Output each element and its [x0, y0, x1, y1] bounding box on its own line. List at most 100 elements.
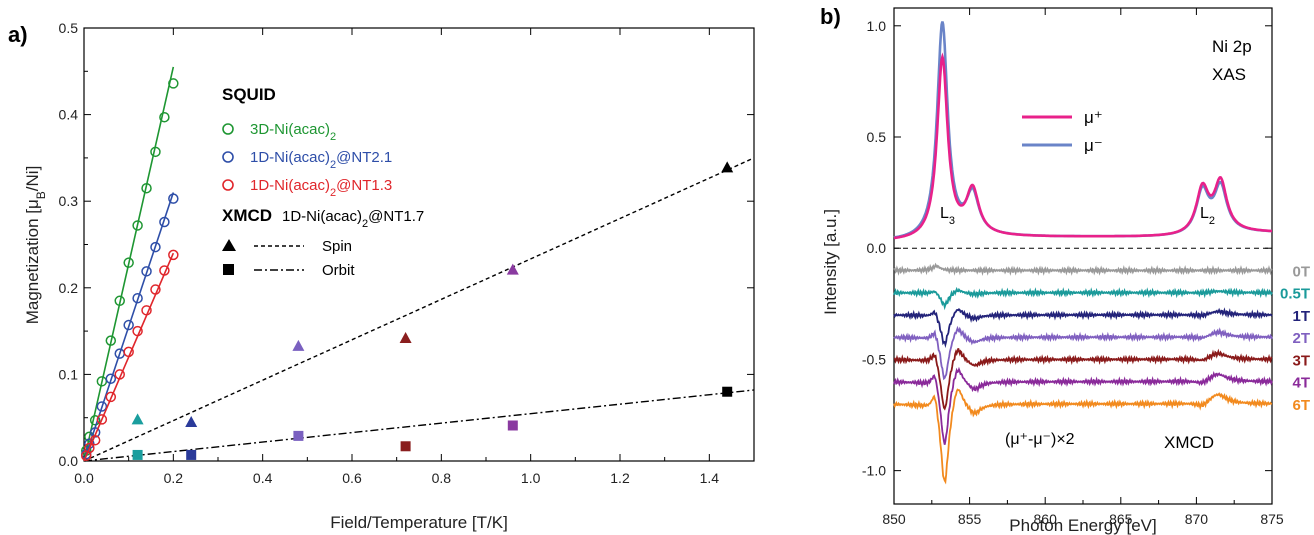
xmcd-orbit-point: [132, 449, 143, 460]
panel-b-ylabel: Intensity [a.u.]: [821, 209, 840, 315]
legend-nt13-marker: [222, 179, 234, 191]
field-label: 6T: [1292, 397, 1310, 414]
panel-b-xtick-label: 850: [882, 511, 906, 527]
squid-point: [168, 249, 179, 261]
annot-xas: XAS: [1212, 65, 1246, 84]
spin-fit-line: [83, 157, 755, 462]
legend-nt21-marker: [222, 151, 234, 163]
panel-b-ytick-label: 0.5: [867, 129, 887, 145]
xmcd-curve: [893, 348, 1273, 411]
squid-point: [132, 292, 143, 304]
squid-point: [96, 414, 108, 425]
legend-3d-marker: [222, 123, 234, 135]
panel-b-xtick-label: 865: [1109, 511, 1133, 527]
field-label: 2T: [1292, 330, 1310, 347]
squid-point: [96, 401, 108, 412]
annot-l3: L3: [940, 205, 955, 227]
annot-ni2p: Ni 2p: [1212, 37, 1252, 56]
panel-a-ylabel: Magnetization [μB/Ni]: [23, 166, 48, 325]
xmcd-curve: [893, 307, 1273, 349]
panel-a-xtick-label: 1.4: [700, 470, 720, 486]
legend-orbit-label: Orbit: [322, 262, 355, 279]
panel-a-xtick-label: 0.2: [164, 470, 184, 486]
panel-b: b) 850 855 860 865 870 875 -1.0 -0.5 0.0 0.5 1.0 P…: [820, 4, 1310, 535]
squid-point: [89, 434, 101, 446]
squid-point: [114, 369, 125, 380]
squid-point: [141, 305, 152, 316]
panel-b-xlabel: Photon Energy [eV]: [1009, 516, 1156, 535]
squid-point: [141, 182, 152, 194]
xmcd-curve: [893, 262, 1273, 276]
panel-a-xtick-label: 0.8: [432, 470, 452, 486]
field-label: 1T: [1292, 308, 1310, 325]
xmcd-curve: [893, 388, 1273, 485]
panel-a-ytick-label: 0.0: [59, 453, 79, 469]
panel-a-xlabel: Field/Temperature [T/K]: [330, 513, 508, 532]
xmcd-curve: [893, 366, 1273, 445]
squid-point: [159, 111, 170, 123]
xmcd-curve: [893, 325, 1273, 381]
field-label: 3T: [1292, 352, 1310, 369]
panel-a-legend: SQUID 3D-Ni(acac)2 1D-Ni(acac)2@NT2.1 1D…: [222, 85, 424, 279]
squid-point: [141, 266, 152, 277]
panel-a-ytick-label: 0.1: [59, 366, 79, 382]
panel-b-legend: μ⁺ μ⁻: [1022, 108, 1103, 155]
panel-a-marks: [80, 66, 755, 462]
annot-xmcd: XMCD: [1164, 433, 1214, 452]
legend-spin-label: Spin: [322, 238, 352, 255]
xmcd-orbit-point: [507, 420, 518, 431]
panel-b-ytick-label: -1.0: [862, 463, 886, 479]
squid-point: [159, 265, 170, 276]
squid-fit-line: [83, 66, 175, 462]
xmcd-spin-point: [506, 263, 519, 275]
legend-orbit-marker: [223, 264, 234, 275]
panel-a-xtick-label: 0.6: [342, 470, 362, 486]
squid-point: [150, 241, 161, 253]
orbit-fit-line: [83, 389, 755, 462]
annot-l2: L2: [1200, 205, 1215, 227]
xmcd-spin-point: [131, 413, 144, 425]
squid-point: [123, 257, 134, 268]
squid-point: [150, 284, 161, 295]
panel-b-ytick-label: -0.5: [862, 351, 886, 367]
legend-squid-title: SQUID: [222, 85, 276, 104]
legend-3d-label: 3D-Ni(acac)2: [250, 121, 336, 143]
panel-a-xtick-label: 0.0: [74, 470, 94, 486]
squid-point: [159, 216, 170, 228]
squid-point: [84, 442, 95, 454]
panel-a: a) 0.0 0.2 0.4 0.6 0.8 1.0 1.2 1.4 0.0 0.1 0.2 0.3 0…: [8, 20, 755, 532]
squid-point: [105, 391, 117, 403]
legend-spin-marker: [222, 239, 236, 251]
field-label: 4T: [1292, 375, 1310, 392]
squid-point: [132, 220, 143, 231]
xmcd-orbit-point: [722, 386, 733, 397]
panel-b-ytick-label: 0.0: [867, 240, 887, 256]
panel-b-xtick-label: 860: [1034, 511, 1058, 527]
panel-a-ytick-label: 0.4: [59, 107, 79, 123]
panel-b-xtick-label: 855: [958, 511, 982, 527]
panel-b-marks: [893, 21, 1273, 485]
panel-a-xtick-label: 1.2: [610, 470, 630, 486]
panel-a-ytick-label: 0.3: [59, 193, 79, 209]
squid-point: [123, 319, 134, 331]
squid-point: [105, 373, 117, 384]
squid-point: [168, 78, 179, 89]
panel-a-ytick-label: 0.2: [59, 280, 79, 296]
squid-point: [123, 346, 134, 358]
xas-curve: [893, 52, 1272, 240]
xmcd-spin-point: [185, 416, 198, 428]
xmcd-orbit-point: [400, 441, 411, 452]
panel-b-label: b): [820, 4, 841, 29]
panel-a-label: a): [8, 22, 28, 47]
xmcd-spin-point: [721, 161, 734, 173]
legend-nt13-label: 1D-Ni(acac)2@NT1.3: [250, 177, 392, 199]
xmcd-orbit-point: [293, 430, 304, 441]
annot-diff: (μ⁺-μ⁻)×2: [1005, 431, 1075, 448]
legend-nt21-label: 1D-Ni(acac)2@NT2.1: [250, 149, 392, 171]
panel-a-xtick-label: 0.4: [253, 470, 273, 486]
panel-a-xtick-label: 1.0: [521, 470, 541, 486]
panel-b-xtick-label: 875: [1260, 511, 1284, 527]
field-label: 0.5T: [1280, 286, 1310, 303]
legend-xmcd-title: XMCD: [222, 206, 272, 225]
